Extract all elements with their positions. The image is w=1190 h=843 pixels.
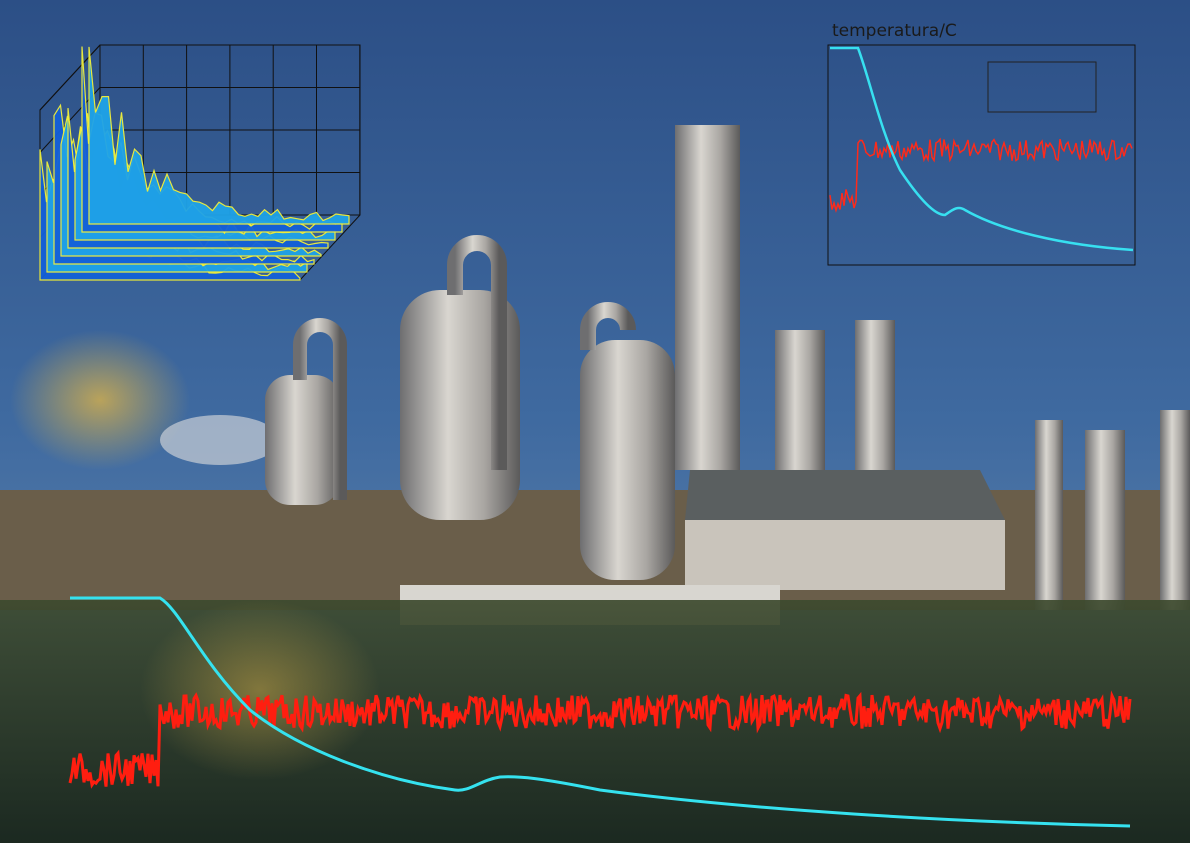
plot-title: temperatura/C (832, 21, 957, 41)
glow (140, 600, 380, 780)
steam (160, 415, 280, 465)
cyan-trace (70, 596, 1131, 828)
temperature-plot: temperatura/C (827, 21, 1136, 266)
glow (10, 330, 190, 470)
waterfall-plot (39, 44, 361, 281)
refinery (0, 125, 1190, 625)
decor (88, 46, 350, 225)
